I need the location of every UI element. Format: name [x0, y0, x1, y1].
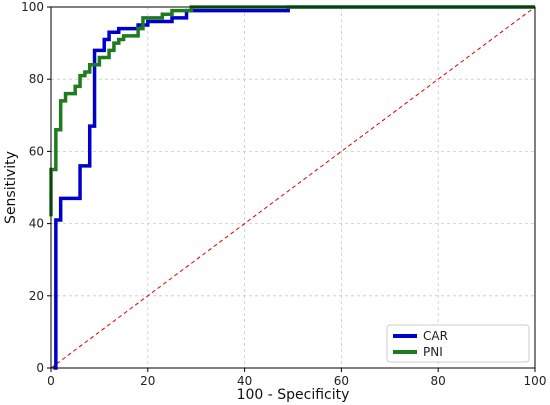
y-tick-label: 100 — [21, 0, 44, 14]
legend-label-pni: PNI — [423, 345, 443, 359]
y-tick-label: 60 — [29, 144, 44, 158]
y-tick-label: 80 — [29, 72, 44, 86]
x-tick-label: 100 — [524, 374, 547, 388]
legend-label-car: CAR — [423, 329, 448, 343]
y-axis-title: Sensitivity — [3, 151, 19, 224]
y-tick-label: 40 — [29, 217, 44, 231]
plot-frame — [50, 6, 536, 369]
legend: CAR PNI — [386, 324, 530, 363]
x-axis-title: 100 - Specificity — [237, 387, 350, 403]
series-layer — [49, 5, 535, 370]
reference-line-layer — [50, 6, 536, 369]
x-tick-label: 60 — [334, 374, 349, 388]
series-line-pni — [49, 5, 535, 217]
y-tick-label: 20 — [29, 289, 44, 303]
x-tick-label: 0 — [47, 374, 55, 388]
series-line-car — [53, 5, 535, 370]
legend-box — [386, 324, 530, 363]
y-tick-label: 0 — [36, 361, 44, 375]
reference-diagonal — [50, 6, 536, 369]
x-tick-label: 40 — [237, 374, 252, 388]
x-axis: 0 20 40 60 80 100 — [47, 368, 546, 388]
x-tick-label: 20 — [140, 374, 155, 388]
x-tick-label: 80 — [431, 374, 446, 388]
y-axis: 0 20 40 60 80 100 — [21, 0, 51, 375]
